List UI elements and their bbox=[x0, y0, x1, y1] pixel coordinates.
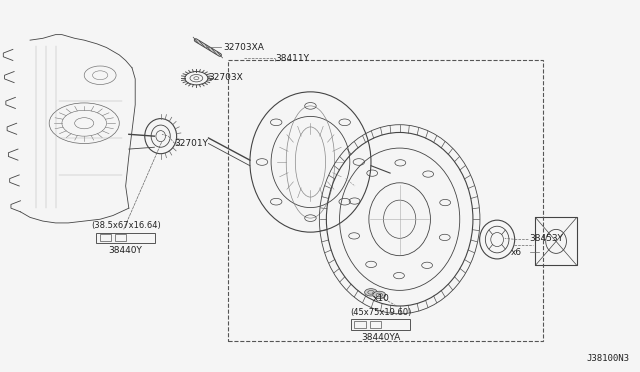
Bar bbox=[370, 321, 381, 328]
Bar bbox=[536, 217, 577, 265]
Bar bbox=[228, 61, 543, 341]
Bar bbox=[351, 319, 410, 330]
Bar bbox=[97, 232, 155, 243]
Bar bbox=[355, 321, 366, 328]
Text: 38440YA: 38440YA bbox=[361, 333, 400, 341]
Text: 32703XA: 32703XA bbox=[223, 43, 264, 52]
Text: J38100N3: J38100N3 bbox=[586, 354, 629, 363]
Text: x6: x6 bbox=[511, 248, 522, 257]
Text: 32701Y: 32701Y bbox=[175, 139, 209, 148]
Text: x10: x10 bbox=[373, 294, 390, 303]
Circle shape bbox=[365, 289, 378, 296]
Text: (45x75x19.60): (45x75x19.60) bbox=[350, 308, 412, 317]
Text: 32703X: 32703X bbox=[209, 73, 243, 81]
Text: 38440Y: 38440Y bbox=[109, 246, 143, 255]
Bar bbox=[115, 234, 126, 241]
Text: 38411Y: 38411Y bbox=[275, 54, 309, 64]
Text: (38.5x67x16.64): (38.5x67x16.64) bbox=[91, 221, 161, 230]
Bar bbox=[100, 234, 111, 241]
Text: 38453Y: 38453Y bbox=[529, 234, 563, 243]
Circle shape bbox=[373, 291, 386, 299]
